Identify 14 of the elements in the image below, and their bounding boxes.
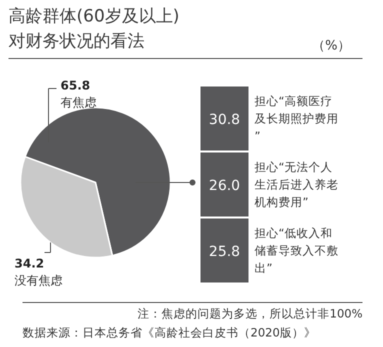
category-label: 担心“无法个人生活后进入养老机构费用” (254, 160, 338, 209)
text: 注：焦虑的问题为多选，所以总计非100% (138, 306, 363, 320)
data-label: 26.0 (208, 178, 240, 194)
legend-label: 有焦虑 (60, 96, 96, 110)
chart-title: 高龄群体(60岁及以上) 对财务状况的看法 (8, 6, 180, 52)
data-label: 30.8 (208, 112, 240, 128)
source-note: 数据来源：日本总务省《高龄社会白皮书（2020版）》 (22, 326, 316, 340)
data-label: 34.2 (14, 256, 44, 270)
slice-label: 没有焦虑 (14, 274, 62, 288)
category-label: 担心“低收入和储蓄导致入不敷出” (254, 226, 338, 275)
data-label: 25.8 (208, 244, 240, 260)
text: （%） (312, 38, 351, 54)
data-label: 65.8 (60, 78, 90, 92)
category-label: 担心“高额医疗及长期照护费用” (254, 94, 338, 143)
